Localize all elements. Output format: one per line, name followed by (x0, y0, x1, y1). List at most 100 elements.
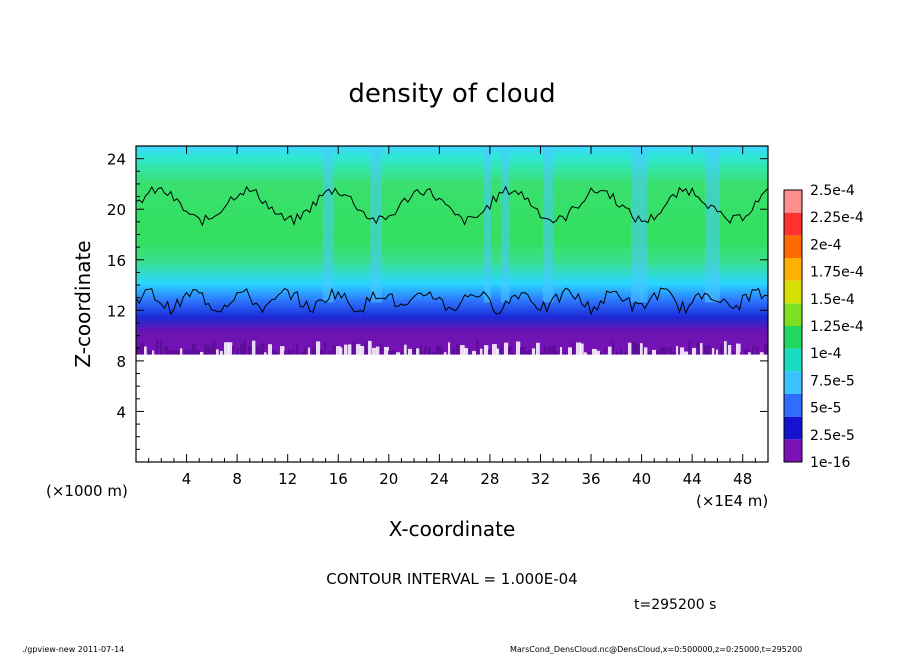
base-tooth (696, 342, 700, 355)
base-tooth (408, 348, 413, 355)
base-tooth (256, 345, 260, 355)
base-tooth (564, 351, 567, 355)
x-unit-label: (×1E4 m) (696, 492, 768, 510)
base-tooth (360, 346, 365, 355)
base-tooth (508, 346, 512, 355)
base-tooth (568, 347, 573, 355)
base-tooth (636, 343, 640, 355)
x-axis-label: X-coordinate (389, 517, 516, 541)
base-tooth (372, 347, 377, 355)
base-tooth (624, 351, 628, 355)
base-tooth (208, 347, 212, 355)
base-tooth (172, 349, 176, 355)
base-tooth (640, 343, 643, 355)
x-axis: 4 8 12 16 20 24 28 32 36 40 44 48 (148, 146, 756, 488)
base-tooth (504, 342, 509, 355)
base-tooth (760, 352, 764, 355)
base-tooth (300, 352, 304, 355)
base-tooth (512, 351, 515, 355)
colorbar-frame (783, 189, 803, 463)
base-tooth (704, 345, 708, 355)
base-tooth (216, 349, 219, 355)
gap-streak (322, 146, 334, 303)
base-tooth (464, 347, 469, 355)
base-tooth (692, 347, 697, 355)
contour-line-lower (136, 287, 768, 316)
base-tooth (448, 342, 451, 355)
y-tick-label: 16 (107, 252, 126, 270)
base-tooth (296, 343, 299, 355)
colorbar-label: 1.75e-4 (810, 265, 864, 281)
base-tooth (248, 345, 252, 355)
base-tooth (424, 346, 427, 355)
base-tooth (460, 345, 465, 355)
colorbar-swatch (784, 416, 802, 440)
base-tooth (516, 341, 521, 355)
y-tick-label: 12 (107, 302, 126, 320)
base-tooth (656, 350, 661, 355)
base-tooth (212, 342, 216, 355)
base-tooth (680, 347, 685, 355)
base-tooth (616, 351, 619, 355)
footer-left: ./gpview-new 2011-07-14 (22, 645, 124, 654)
x-tick-label: 24 (430, 470, 449, 488)
base-tooth (552, 345, 556, 355)
colorbar-label: 1.25e-4 (810, 319, 864, 335)
base-tooth (156, 340, 159, 355)
colorbar-label: 1.5e-4 (810, 292, 855, 308)
base-tooth (752, 345, 755, 355)
base-tooth (268, 344, 272, 355)
base-tooth (160, 341, 163, 355)
base-tooth (368, 340, 372, 355)
base-tooth (292, 348, 295, 355)
base-tooth (476, 340, 479, 355)
colorbar-swatch (784, 326, 802, 349)
x-tick-label: 8 (232, 470, 242, 488)
gap-streak (631, 146, 643, 303)
colorbar-label: 1e-4 (810, 346, 842, 362)
base-tooth (520, 347, 525, 355)
colorbar-label: 5e-5 (810, 401, 841, 417)
colorbar-swatch (784, 439, 802, 462)
base-tooth (720, 345, 723, 355)
base-tooth (728, 344, 732, 355)
base-tooth (532, 348, 536, 355)
y-unit-label: (×1000 m) (46, 482, 128, 500)
base-tooth (764, 344, 768, 355)
base-tooth (272, 349, 277, 355)
gap-streak (640, 146, 648, 303)
base-tooth (572, 342, 575, 355)
base-tooth (400, 352, 404, 355)
base-tooth (596, 350, 601, 355)
x-tick-label: 48 (733, 470, 752, 488)
cloud-field (136, 146, 768, 355)
base-tooth (488, 349, 492, 355)
base-tooth (196, 349, 200, 355)
contour-line-upper (136, 185, 768, 227)
cloud-base-ragged-edge (136, 340, 768, 355)
base-tooth (364, 342, 368, 355)
gap-streak (483, 146, 491, 303)
base-tooth (588, 351, 592, 355)
base-tooth (556, 351, 559, 355)
base-tooth (672, 352, 676, 355)
base-tooth (480, 348, 483, 355)
colorbar-label: 2e-4 (810, 237, 842, 253)
base-tooth (384, 346, 389, 355)
base-tooth (144, 346, 147, 355)
base-tooth (748, 352, 751, 355)
base-tooth (348, 344, 352, 355)
base-tooth (484, 345, 489, 355)
base-tooth (228, 342, 233, 355)
base-tooth (152, 350, 155, 355)
base-tooth (604, 348, 607, 355)
x-tick-label: 4 (182, 470, 192, 488)
y-tick-label: 4 (116, 403, 126, 421)
base-tooth (708, 344, 711, 355)
base-tooth (220, 350, 223, 355)
base-tooth (392, 350, 396, 355)
base-tooth (376, 346, 380, 355)
base-tooth (560, 347, 563, 355)
base-tooth (436, 345, 441, 355)
